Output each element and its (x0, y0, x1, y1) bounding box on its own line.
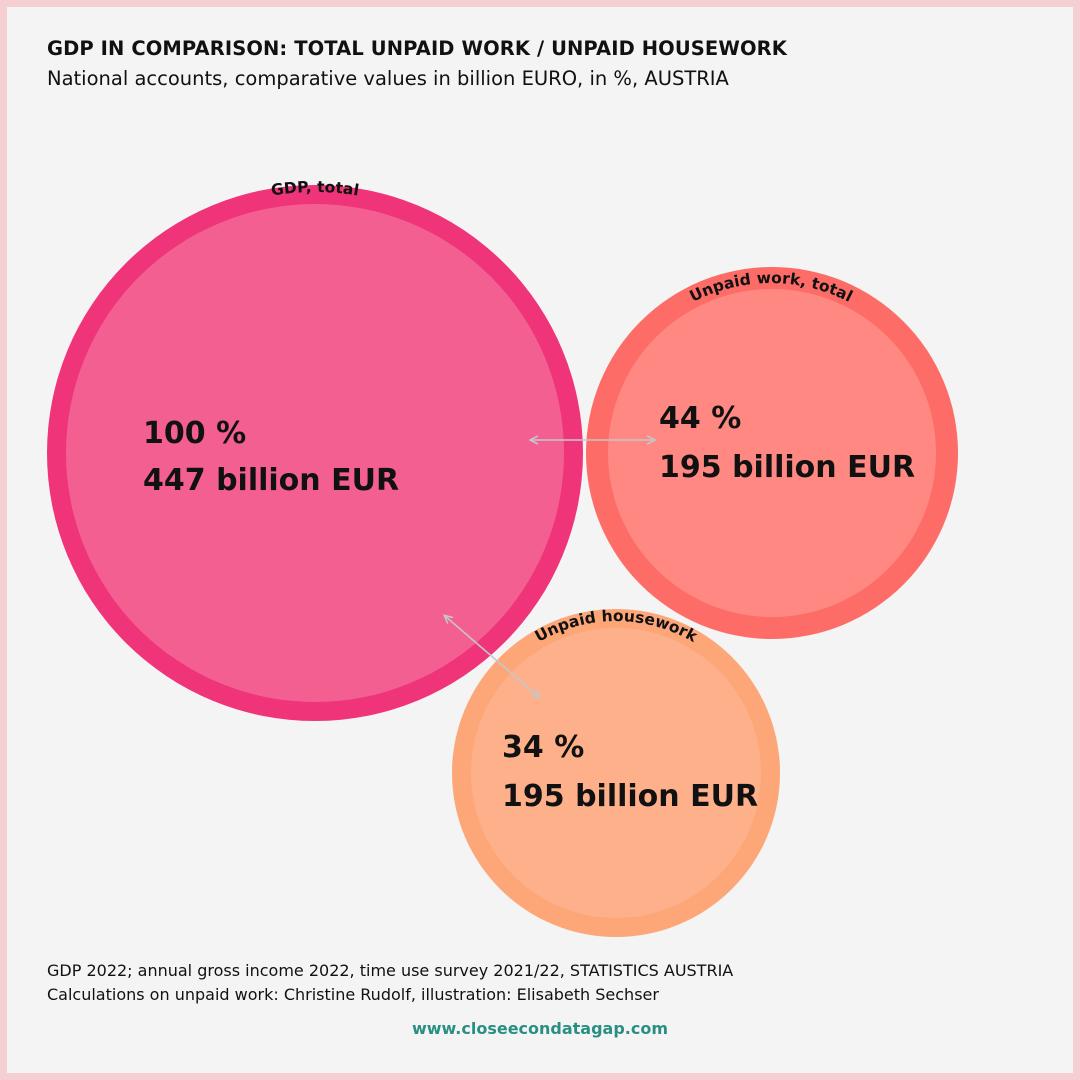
data-label-gdp-percent: 100 % (143, 416, 246, 451)
bubble-unpaid-housework (452, 609, 780, 937)
data-label-gdp-value: 447 billion EUR (143, 463, 399, 498)
data-label-unpaid-housework-value: 195 billion EUR (502, 779, 758, 814)
bubble-unpaid-housework-fill (471, 628, 761, 918)
source-note-line-2: Calculations on unpaid work: Christine R… (47, 985, 659, 1004)
chart-title: GDP IN COMPARISON: TOTAL UNPAID WORK / U… (47, 37, 787, 60)
arrow-gdp-to-unpaid-housework (445, 616, 539, 697)
website-link[interactable]: www.closeecondatagap.com (411, 1019, 669, 1038)
bubble-gdp-fill (66, 204, 564, 702)
bubble-unpaid-work-total (586, 267, 958, 639)
chart-subtitle: National accounts, comparative values in… (47, 67, 729, 90)
series-label-gdp-total: GDP, total (270, 178, 360, 200)
data-label-unpaid-housework-percent: 34 % (502, 730, 584, 765)
bubble-gdp-total (47, 185, 583, 721)
data-label-unpaid-work-value: 195 billion EUR (659, 450, 915, 485)
bubble-unpaid-work-fill (608, 289, 936, 617)
data-label-unpaid-work-percent: 44 % (659, 401, 741, 436)
source-note-line-1: GDP 2022; annual gross income 2022, time… (47, 961, 734, 980)
